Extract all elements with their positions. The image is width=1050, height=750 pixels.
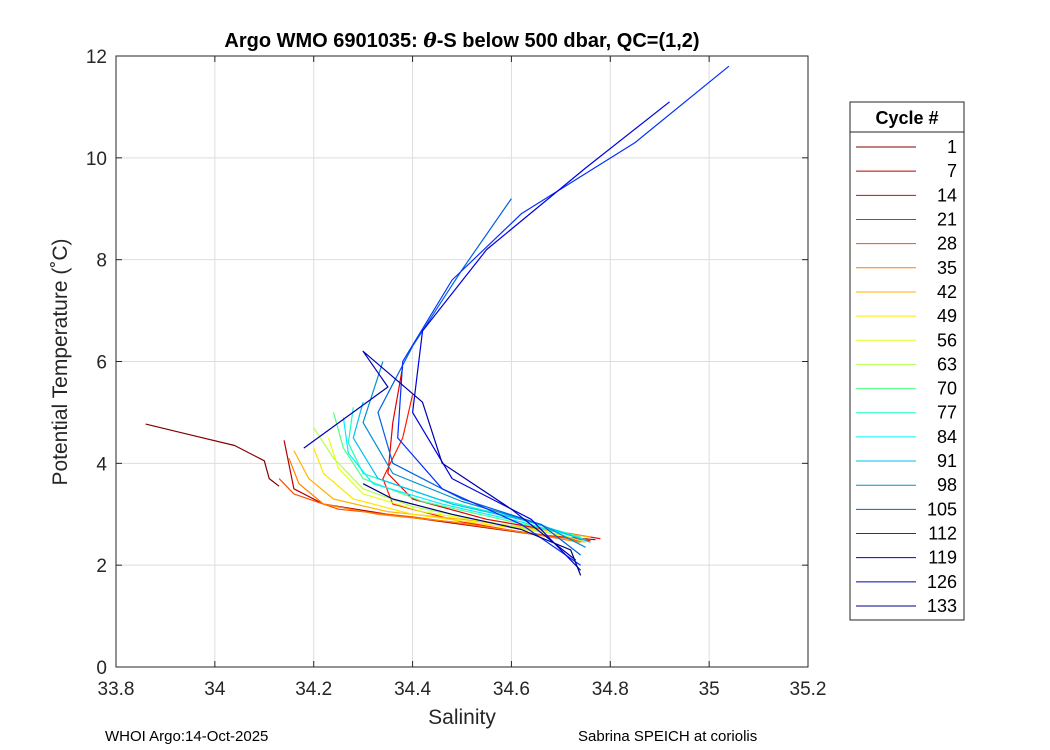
legend-label: 126 — [927, 572, 957, 592]
legend-label: 28 — [937, 234, 957, 254]
legend-label: 1 — [947, 137, 957, 157]
series-line-7 — [313, 447, 561, 536]
y-tick-label: 4 — [96, 454, 107, 475]
legend-title: Cycle # — [875, 108, 938, 128]
tick-layer: 33.8 34 34.2 34.4 34.6 34.8 35 35.2 0 2 4 6 8 10 12 — [86, 47, 827, 700]
footer-right: Sabrina SPEICH at coriolis — [578, 728, 757, 745]
x-tick-label: 34 — [204, 679, 226, 700]
series-layer — [145, 65, 730, 576]
chart-title-prefix: Argo WMO 6901035: — [224, 30, 423, 52]
chart-title-suffix: -S below 500 dbar, QC=(1,2) — [437, 30, 700, 52]
y-tick-label: 6 — [96, 353, 107, 374]
series-line-15 — [377, 198, 581, 556]
y-tick-label: 10 — [86, 149, 107, 170]
legend-label: 77 — [937, 403, 957, 423]
y-tick-label: 12 — [86, 47, 107, 68]
x-tick-label: 33.8 — [98, 679, 135, 700]
legend-label: 14 — [937, 185, 957, 205]
footer-left: WHOI Argo:14-Oct-2025 — [105, 728, 268, 745]
series-line-16 — [397, 65, 730, 566]
x-tick-label: 35 — [699, 679, 720, 700]
legend-label: 49 — [937, 306, 957, 326]
legend: Cycle # 17142128354249566370778491981051… — [849, 101, 965, 621]
series-line-4 — [278, 478, 586, 543]
x-tick-label: 34.6 — [493, 679, 530, 700]
series-line-14 — [362, 361, 586, 548]
legend-label: 112 — [928, 524, 957, 544]
legend-label: 105 — [927, 499, 957, 519]
legend-label: 7 — [947, 161, 957, 181]
grid-lines — [116, 56, 808, 667]
series-line-13 — [352, 402, 591, 543]
x-axis-label: Salinity — [428, 706, 496, 729]
series-line-18 — [303, 350, 577, 561]
y-tick-label: 2 — [96, 556, 107, 577]
legend-label: 119 — [928, 548, 957, 568]
legend-label: 98 — [937, 475, 957, 495]
y-axis-label: Potential Temperature (˚C) — [49, 238, 72, 485]
series-line-17 — [412, 101, 670, 571]
legend-label: 56 — [937, 330, 957, 350]
legend-label: 42 — [937, 282, 957, 302]
legend-entries: 1 7 14 21 28 35 42 49 56 63 70 77 84 91 98 105 112 119 126… — [856, 137, 957, 616]
legend-label: 70 — [937, 379, 957, 399]
x-tick-label: 35.2 — [790, 679, 827, 700]
chart-title: Argo WMO 6901035: θ-S below 500 dbar, QC… — [224, 28, 699, 52]
legend-label: 84 — [937, 427, 957, 447]
y-tick-label: 8 — [96, 251, 107, 272]
chart-title-theta: θ — [423, 28, 437, 52]
legend-label: 21 — [937, 209, 957, 229]
y-tick-label: 0 — [96, 658, 107, 679]
x-tick-label: 34.2 — [295, 679, 332, 700]
x-tick-label: 34.4 — [394, 679, 431, 700]
x-tick-label: 34.8 — [592, 679, 629, 700]
series-line-0 — [145, 423, 280, 487]
series-line-5 — [288, 457, 581, 543]
legend-label: 133 — [927, 596, 957, 616]
series-line-19 — [362, 483, 582, 576]
legend-label: 63 — [937, 354, 957, 374]
legend-label: 35 — [937, 258, 957, 278]
legend-label: 91 — [937, 451, 957, 471]
